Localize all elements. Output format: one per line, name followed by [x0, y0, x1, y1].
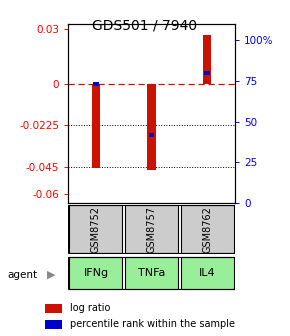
FancyBboxPatch shape — [181, 257, 233, 289]
Text: agent: agent — [7, 269, 37, 280]
Bar — [204, 71, 210, 75]
Bar — [203, 35, 211, 84]
FancyBboxPatch shape — [70, 205, 122, 253]
Text: GSM8762: GSM8762 — [202, 206, 212, 253]
Text: IL4: IL4 — [199, 268, 215, 278]
FancyBboxPatch shape — [70, 257, 122, 289]
Text: ▶: ▶ — [46, 269, 55, 280]
Text: IFNg: IFNg — [84, 268, 108, 278]
Bar — [45, 304, 62, 313]
Text: GDS501 / 7940: GDS501 / 7940 — [93, 18, 197, 33]
Bar — [149, 133, 154, 137]
FancyBboxPatch shape — [125, 205, 178, 253]
Text: percentile rank within the sample: percentile rank within the sample — [70, 319, 235, 329]
Bar — [45, 320, 62, 329]
Text: TNFa: TNFa — [138, 268, 165, 278]
Bar — [93, 82, 99, 86]
Text: GSM8752: GSM8752 — [91, 206, 101, 253]
Bar — [92, 84, 100, 168]
Text: log ratio: log ratio — [70, 303, 110, 313]
FancyBboxPatch shape — [181, 205, 233, 253]
Text: GSM8757: GSM8757 — [146, 206, 157, 253]
FancyBboxPatch shape — [125, 257, 178, 289]
Bar — [147, 84, 156, 170]
